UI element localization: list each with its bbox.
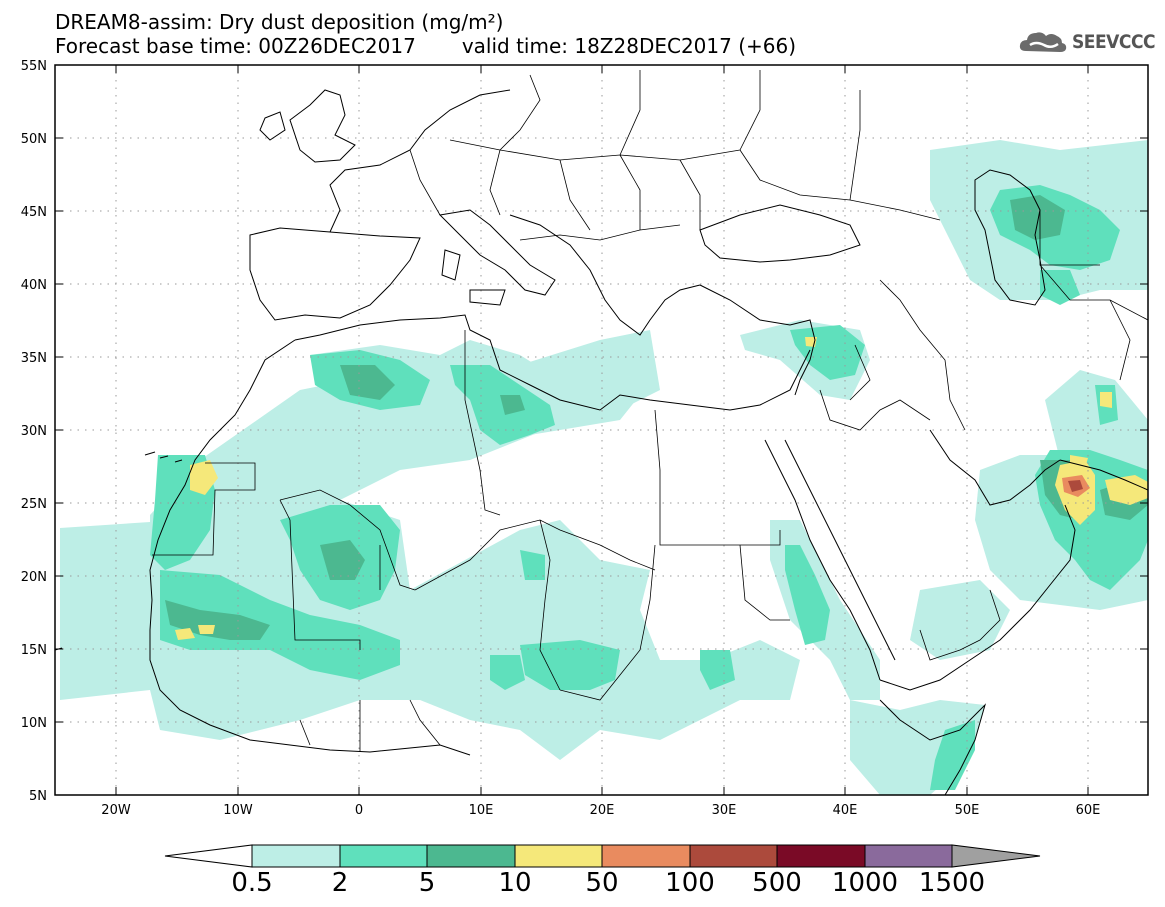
colorbar-label: 0.5 — [231, 868, 273, 898]
colorbar-swatch — [601, 844, 691, 868]
base-time: Forecast base time: 00Z26DEC2017 — [55, 34, 416, 58]
y-tick-label: 45N — [21, 205, 47, 220]
valid-time: valid time: 18Z28DEC2017 (+66) — [461, 34, 797, 58]
x-tick-label: 50E — [955, 803, 980, 818]
dust-field-red — [1068, 480, 1083, 492]
colorbar-swatch — [514, 844, 603, 868]
y-tick-label: 10N — [21, 716, 47, 731]
colorbar-swatch — [251, 844, 341, 868]
colorbar-swatch — [864, 844, 953, 868]
colorbar-label: 100 — [665, 868, 715, 898]
y-tick-label: 35N — [21, 351, 47, 366]
x-axis-labels: 20W 10W 0 10E 20E 30E 40E 50E 60E — [101, 803, 1100, 818]
colorbar-label: 500 — [752, 868, 802, 898]
x-tick-label: 10E — [469, 803, 494, 818]
forecast-times: Forecast base time: 00Z26DEC2017 valid ti… — [55, 35, 796, 57]
tick-marks — [55, 65, 1148, 795]
y-tick-label: 30N — [21, 424, 47, 439]
colorbar-low-arrow — [164, 844, 253, 868]
x-tick-label: 60E — [1076, 803, 1101, 818]
colorbar-label: 10 — [498, 868, 532, 898]
y-tick-label: 40N — [21, 278, 47, 293]
y-tick-label: 5N — [29, 789, 47, 804]
x-tick-label: 20E — [590, 803, 615, 818]
x-tick-label: 0 — [355, 803, 363, 818]
y-tick-label: 20N — [21, 570, 47, 585]
country-borders — [152, 70, 1148, 752]
y-tick-label: 55N — [21, 59, 47, 74]
y-axis-labels: 55N 50N 45N 40N 35N 30N 25N 20N 15N 10N … — [21, 59, 47, 804]
colorbar-swatch — [339, 844, 428, 868]
colorbar-label: 5 — [418, 868, 436, 898]
map-title: DREAM8-assim: Dry dust deposition (mg/m²… — [55, 10, 504, 34]
colorbar-label: 1500 — [918, 868, 986, 898]
colorbar-high-arrow — [951, 844, 1041, 868]
x-tick-label: 20W — [101, 803, 131, 818]
grid-lines — [55, 65, 1148, 795]
coastlines — [55, 89, 1148, 795]
dust-field-yellow — [175, 337, 1148, 640]
y-tick-label: 50N — [21, 132, 47, 147]
colorbar-label: 1000 — [831, 868, 899, 898]
seevccc-logo: SEEVCCC — [1018, 27, 1158, 57]
y-tick-label: 25N — [21, 497, 47, 512]
x-tick-label: 10W — [223, 803, 253, 818]
colorbar-label: 2 — [331, 868, 349, 898]
y-tick-label: 15N — [21, 643, 47, 658]
colorbar-swatch — [689, 844, 778, 868]
x-tick-label: 30E — [712, 803, 737, 818]
cloud-icon — [1019, 32, 1067, 52]
x-tick-label: 40E — [833, 803, 858, 818]
colorbar-label: 50 — [585, 868, 619, 898]
colorbar-swatch — [776, 844, 866, 868]
dust-field-light — [60, 140, 1148, 795]
colorbar — [164, 844, 1041, 868]
logo-text: SEEVCCC — [1072, 31, 1156, 53]
colorbar-swatch — [426, 844, 516, 868]
